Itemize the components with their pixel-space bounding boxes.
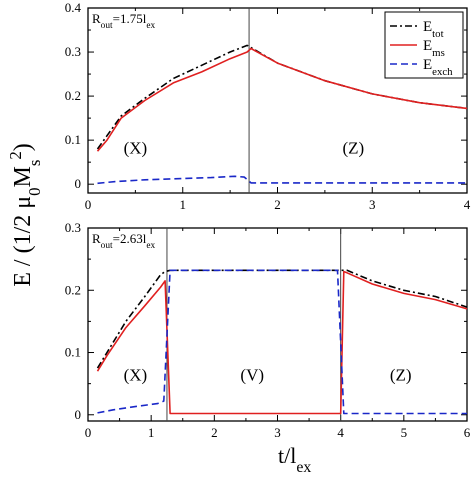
series-line-e-ms-top [96,47,468,152]
legend-label-e-exch: Eexch [423,57,453,78]
region-label-bottom: (V) [240,366,264,385]
region-label-top: (X) [124,138,148,157]
y-tick-label-top: 0 [75,176,82,191]
region-label-top: (Z) [342,138,364,157]
series-line-e-tot-top [96,44,468,150]
y-tick-label-bottom: 0 [75,407,82,422]
region-label-bottom: (Z) [390,366,412,385]
region-label-bottom: (X) [124,366,148,385]
series-line-e-exch-top [97,175,467,185]
y-axis-label: E / (1/2 μ0Ms2) [6,143,44,287]
x-tick-label-top: 3 [369,197,376,212]
x-tick-label-top: 1 [180,197,187,212]
rout-annotation-bottom: Rout=2.63lex [92,231,155,251]
x-tick-label-bottom: 3 [274,425,281,440]
y-tick-label-top: 0.2 [65,88,81,103]
legend-label-e-tot: Etot [423,19,444,40]
series-line-e-exch-bottom [97,269,467,415]
x-tick-label-bottom: 6 [464,425,471,440]
y-tick-label-bottom: 0.2 [65,282,81,297]
series-line-e-tot-bottom [96,269,468,369]
plot-frame-bottom [87,227,468,422]
x-tick-label-top: 4 [464,197,471,212]
x-tick-label-bottom: 0 [85,425,92,440]
x-axis-label: t/lex [278,443,311,476]
y-tick-label-top: 0.4 [65,0,82,15]
x-tick-label-top: 2 [274,197,281,212]
x-tick-label-bottom: 5 [401,425,408,440]
y-tick-label-bottom: 0.1 [65,345,81,360]
x-tick-label-bottom: 4 [337,425,344,440]
y-tick-label-top: 0.3 [65,44,81,59]
x-tick-label-bottom: 2 [211,425,218,440]
series-line-e-ms-bottom [96,270,468,415]
y-tick-label-bottom: 0.3 [65,220,81,235]
x-tick-label-top: 0 [85,197,92,212]
legend-label-e-ms: Ems [423,38,445,59]
x-tick-label-bottom: 1 [148,425,155,440]
rout-annotation-top: Rout=1.75lex [92,11,155,31]
y-tick-label-top: 0.1 [65,132,81,147]
